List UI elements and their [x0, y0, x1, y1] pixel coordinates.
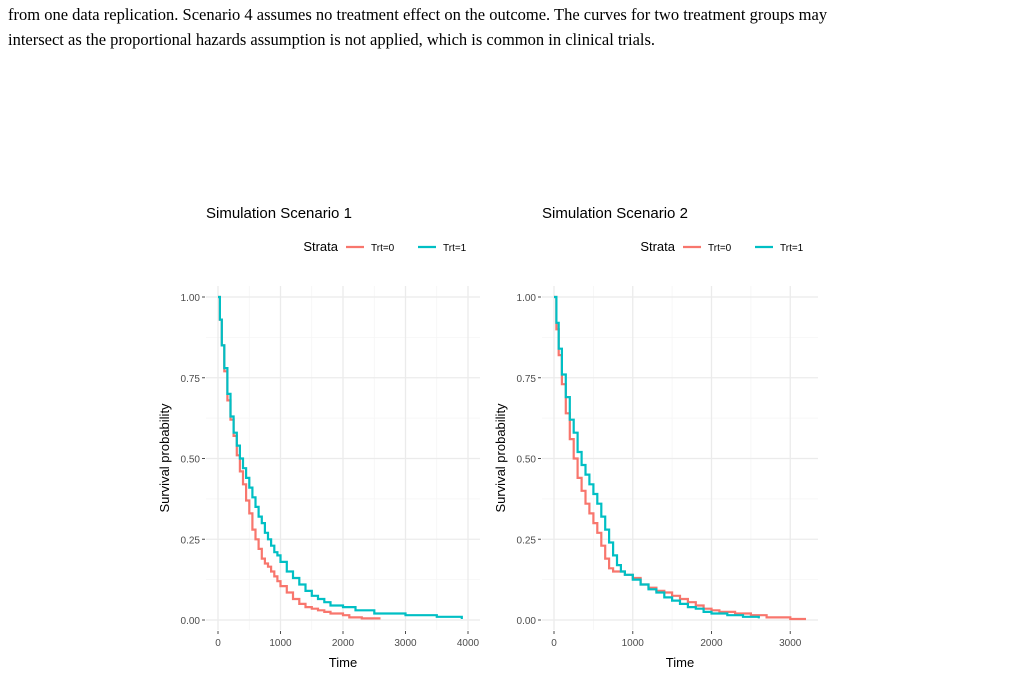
legend-label: Trt=0 [708, 243, 732, 254]
y-tick-label: 0.75 [517, 374, 537, 385]
y-tick-label: 0.25 [181, 535, 201, 546]
legend-label: Trt=0 [371, 243, 395, 254]
y-tick-label: 0.00 [517, 616, 537, 627]
y-tick-label: 1.00 [181, 293, 201, 304]
caption-line-2: intersect as the proportional hazards as… [8, 30, 656, 49]
y-axis-label: Survival probability [157, 403, 172, 513]
x-tick-label: 1000 [269, 638, 292, 649]
legend-title: Strata [640, 239, 675, 254]
series-line-Trt1 [218, 295, 463, 619]
x-axis-label: Time [666, 655, 694, 670]
chart-panel-1: 0.00 0.25 0.50 0.75 1.00 0 1000 2000 3000 4000 Tim… [157, 205, 480, 670]
figure-caption: from one data replication. Scenario 4 as… [8, 2, 1018, 52]
legend: Strata Trt=0 Trt=1 [640, 239, 803, 254]
legend: Strata Trt=0 Trt=1 [303, 239, 466, 254]
legend-label: Trt=1 [443, 243, 467, 254]
x-tick-label: 3000 [779, 638, 802, 649]
x-tick-label: 2000 [700, 638, 723, 649]
x-tick-label: 4000 [457, 638, 480, 649]
y-tick-label: 0.75 [181, 374, 201, 385]
legend-title: Strata [303, 239, 338, 254]
chart-title: Simulation Scenario 1 [206, 205, 352, 222]
x-tick-label: 2000 [332, 638, 355, 649]
x-tick-label: 1000 [622, 638, 645, 649]
caption-line-1: from one data replication. Scenario 4 as… [8, 5, 828, 24]
x-tick-label: 3000 [394, 638, 417, 649]
y-tick-label: 0.25 [517, 535, 537, 546]
y-tick-label: 0.00 [181, 616, 201, 627]
legend-label: Trt=1 [780, 243, 804, 254]
y-tick-label: 0.50 [181, 455, 201, 466]
y-tick-label: 1.00 [517, 293, 537, 304]
y-tick-label: 0.50 [517, 455, 537, 466]
chart-title: Simulation Scenario 2 [542, 205, 688, 222]
series-line-Trt1 [554, 295, 760, 619]
x-axis-label: Time [329, 655, 357, 670]
x-tick-label: 0 [551, 638, 557, 649]
x-tick-label: 0 [215, 638, 221, 649]
chart-panel-2: 0.00 0.25 0.50 0.75 1.00 0 1000 2000 3000 Time Sur… [493, 205, 818, 670]
y-axis-label: Survival probability [493, 403, 508, 513]
